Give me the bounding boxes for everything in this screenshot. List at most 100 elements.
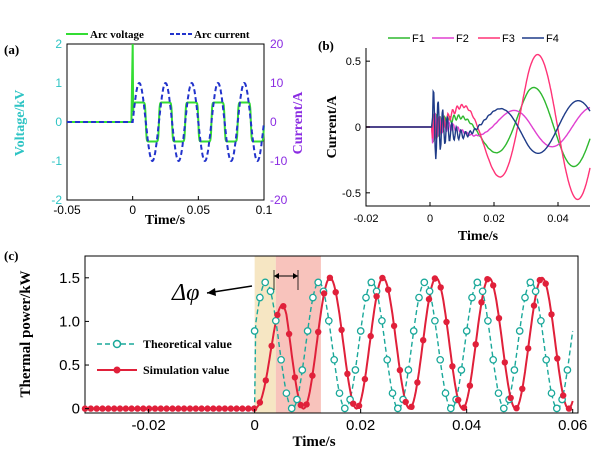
simulation-point	[210, 405, 217, 412]
simulation-point	[105, 405, 112, 412]
simulation-point	[536, 276, 543, 284]
simulation-point	[495, 315, 503, 322]
y-tick-label-left: -1	[51, 154, 62, 168]
simulation-point	[478, 299, 485, 306]
simulation-point	[455, 396, 462, 404]
y-tick-label-right: 10	[270, 76, 284, 90]
theoretical-point	[563, 366, 572, 374]
simulation-point	[361, 375, 369, 383]
simulation-point	[221, 405, 229, 412]
simulation-point	[507, 394, 514, 402]
phase-shift-bracket-right-head	[293, 273, 298, 279]
simulation-point	[443, 318, 450, 326]
simulation-point	[186, 405, 194, 412]
simulation-point	[332, 289, 339, 296]
y-tick-label: 1.0	[59, 313, 80, 330]
theoretical-point	[293, 395, 301, 404]
simulation-point	[350, 400, 357, 407]
simulation-point	[268, 342, 275, 350]
x-tick-label: 0.1	[256, 203, 273, 217]
simulation-point	[554, 355, 561, 362]
simulation-point	[111, 405, 118, 412]
simulation-point	[542, 280, 549, 287]
theoretical-point	[431, 316, 439, 325]
simulation-point	[274, 311, 281, 319]
panel-b-legend: F1 F2 F3 F4	[388, 33, 559, 45]
x-tick-label: -0.05	[53, 203, 81, 217]
y-tick-label: -0.5	[342, 188, 361, 200]
simulation-point	[519, 385, 526, 392]
simulation-point	[408, 403, 415, 410]
theoretical-point	[409, 327, 418, 335]
theoretical-point	[457, 366, 466, 374]
theoretical-point	[537, 316, 545, 325]
simulation-point	[122, 405, 129, 412]
series-arc-current	[67, 81, 265, 163]
simulation-point	[169, 405, 176, 412]
theoretical-point	[340, 404, 349, 413]
simulation-point	[513, 405, 520, 412]
theoretical-point	[420, 278, 429, 287]
simulation-point	[151, 405, 159, 412]
theoretical-point	[510, 366, 519, 374]
panel-c-plot-area	[84, 255, 579, 414]
theoretical-point	[494, 389, 503, 398]
simulation-point	[145, 405, 153, 412]
simulation-point	[309, 372, 316, 379]
theoretical-point	[393, 404, 402, 413]
theoretical-point	[441, 389, 450, 398]
simulation-point	[338, 326, 345, 334]
theoretical-point	[330, 355, 339, 364]
legend-label-arc-current: Arc current	[194, 29, 250, 41]
theoretical-point	[266, 287, 275, 296]
panel-c-series-group	[81, 274, 574, 413]
x-tick-label: 0.06	[558, 417, 587, 434]
panel-b: (b) F1 F2 F3 F4 -0.02 0 0.02 0.04 -0.5 0 0.5 T…	[318, 33, 591, 244]
simulation-point	[396, 366, 404, 374]
simulation-point	[501, 359, 508, 366]
simulation-point	[245, 405, 252, 412]
panel-a-ylabel-right: Current/A	[291, 91, 306, 155]
y-tick-label-right: -20	[270, 193, 288, 207]
theoretical-point	[277, 355, 285, 364]
simulation-point	[262, 377, 269, 384]
theoretical-point	[367, 278, 376, 287]
theoretical-point	[388, 389, 397, 398]
theoretical-point	[261, 278, 270, 287]
panel-a-xlabel: Time/s	[145, 213, 186, 228]
panel-c-ylabel: Thermal power/kW	[18, 270, 34, 397]
legend-label-arc-voltage: Arc voltage	[90, 29, 144, 41]
simulation-point	[373, 293, 380, 300]
x-tick-label: -0.02	[353, 213, 378, 225]
x-tick-label: 0	[250, 417, 258, 434]
theoretical-point	[468, 293, 476, 302]
theoretical-point	[303, 327, 312, 335]
y-tick-label: 0	[355, 122, 361, 134]
legend-label-f2: F2	[456, 33, 469, 45]
simulation-point	[560, 392, 567, 399]
y-tick-label-left: -2	[51, 193, 62, 207]
simulation-point	[437, 284, 444, 291]
simulation-point	[128, 405, 135, 412]
panel-b-axes	[365, 48, 590, 207]
theoretical-point	[282, 389, 291, 398]
theoretical-point	[324, 316, 333, 325]
simulation-point	[227, 405, 234, 412]
x-tick-label: 0.02	[346, 417, 375, 434]
y-tick-label-right: 20	[270, 37, 284, 51]
simulation-point	[472, 341, 479, 348]
theoretical-point	[515, 327, 524, 335]
x-tick-label: 0	[129, 203, 136, 217]
simulation-point	[390, 322, 398, 330]
simulation-point	[180, 405, 188, 412]
panel-c-annotation: Δφ	[171, 270, 299, 306]
simulation-point	[565, 405, 573, 412]
simulation-point	[303, 401, 310, 408]
series-arc-voltage	[67, 43, 265, 143]
simulation-point	[355, 402, 363, 409]
theoretical-point	[271, 316, 280, 325]
panel-c-legend: Theoretical value Simulation value	[97, 337, 232, 377]
panel-b-xlabel: Time/s	[458, 229, 499, 244]
theoretical-point	[531, 287, 540, 296]
theoretical-point	[362, 293, 370, 302]
